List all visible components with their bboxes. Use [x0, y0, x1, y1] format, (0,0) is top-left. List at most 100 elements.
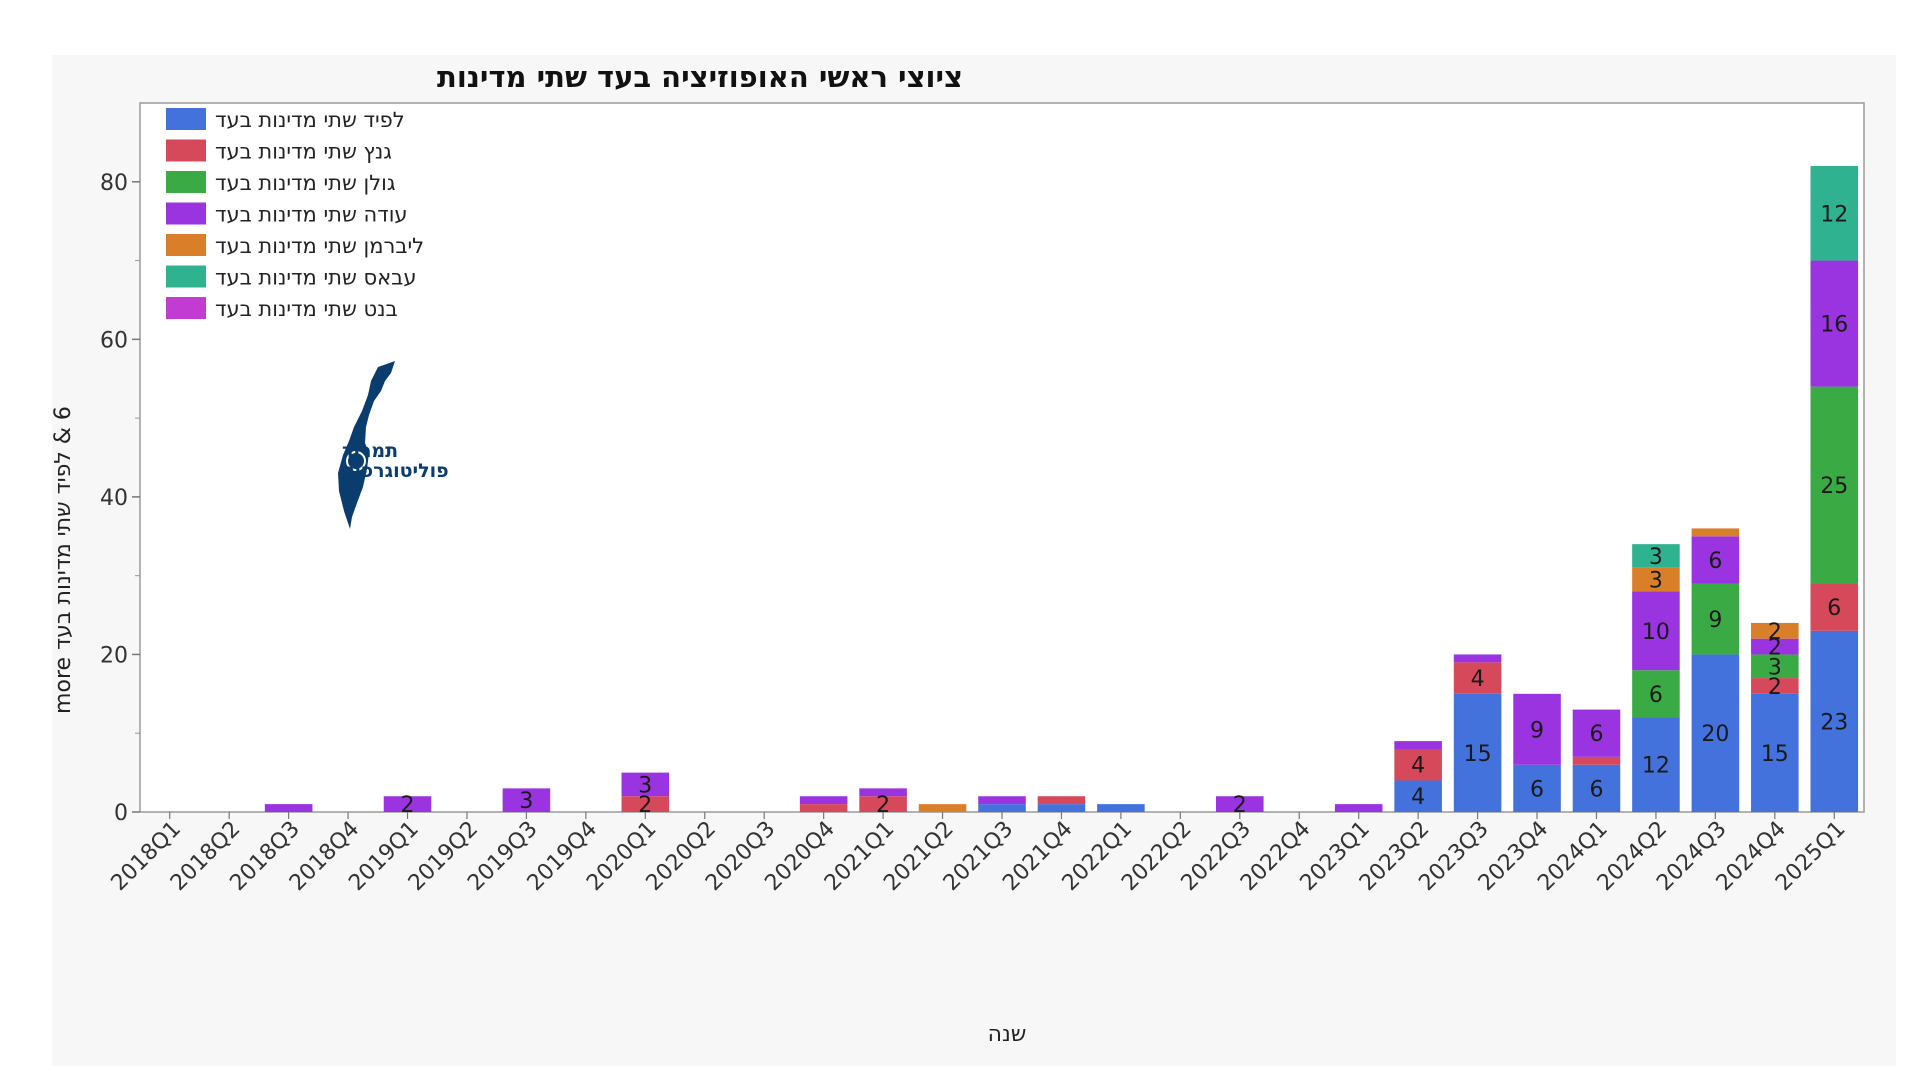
logo: תמרור פוליטוגרפיה — [338, 361, 449, 529]
bar-value-label: 6 — [1589, 722, 1603, 747]
legend-entry: גנץ שתי מדינות בעד — [215, 140, 392, 164]
bar-segment — [1453, 693, 1502, 812]
bar-value-label: 10 — [1642, 620, 1670, 645]
bar-value-label: 9 — [1708, 608, 1722, 633]
bar-value-label: 6 — [1530, 777, 1544, 802]
bar-segment — [1453, 662, 1502, 694]
bar-value-label: 2 — [1233, 793, 1247, 818]
bar-segment — [1632, 544, 1680, 568]
bars-group — [264, 166, 1859, 812]
bar-segment — [1810, 583, 1859, 631]
legend-swatch — [166, 234, 206, 256]
bar-value-label: 4 — [1411, 785, 1425, 810]
bar-segment — [799, 796, 848, 805]
bar-value-label: 2 — [876, 793, 890, 818]
bar-segment — [1394, 741, 1442, 749]
legend-entry: עודה שתי מדינות בעד — [215, 203, 408, 227]
legend-swatch — [166, 171, 206, 193]
y-axis-label: 6 & לפיד שתי מדינות בעד more — [52, 406, 76, 714]
bar-segment — [1037, 796, 1086, 805]
bar-segment — [1691, 536, 1740, 584]
chart-panel: ציוצי ראשי האופוזיציה בעד שתי מדינות 0 20… — [52, 55, 1896, 1066]
bar-value-label: 3 — [1649, 545, 1663, 570]
legend-swatch — [166, 265, 206, 288]
bar-value-label: 6 — [1589, 777, 1603, 802]
bar-segment — [1751, 638, 1799, 655]
legend-swatch — [166, 202, 206, 225]
bar-segment — [978, 804, 1026, 812]
legend-entry: גולן שתי מדינות בעד — [215, 171, 396, 195]
logo-emblem — [346, 451, 366, 471]
legend-swatch — [166, 139, 206, 162]
bar-segment — [1572, 756, 1621, 765]
y-tick-label: 0 — [114, 801, 128, 826]
bar-value-label: 3 — [638, 773, 652, 798]
legend-swatch — [166, 108, 206, 130]
bar-segment — [978, 796, 1026, 805]
chart-title: ציוצי ראשי האופוזיציה בעד שתי מדינות — [437, 60, 963, 94]
bar-segment — [859, 796, 907, 812]
bar-value-label: 2 — [1768, 620, 1782, 645]
bar-value-label: 3 — [519, 789, 533, 814]
plot-area — [139, 102, 1865, 813]
logo-line1: תמרור — [342, 440, 398, 462]
bar-value-label: 3 — [1768, 655, 1782, 680]
bar-segment — [1037, 804, 1086, 812]
bar-value-label: 2 — [401, 793, 415, 818]
bar-value-label: 23 — [1820, 710, 1848, 735]
bar-value-label: 16 — [1820, 313, 1848, 338]
bar-segment — [383, 796, 432, 812]
bar-segment — [1632, 717, 1680, 812]
bar-segment — [1513, 764, 1561, 812]
bar-segment — [1691, 583, 1740, 655]
bar-segment — [1632, 670, 1680, 718]
bar-value-label: 15 — [1464, 742, 1492, 767]
legend-entry: עבאס שתי מדינות בעד — [215, 266, 416, 290]
bar-segment — [799, 804, 848, 812]
y-tick-label: 40 — [100, 486, 128, 511]
bar-segment — [1751, 678, 1799, 694]
bar-segment — [621, 772, 670, 797]
bar-segment — [1751, 622, 1799, 639]
bar-segment — [1216, 796, 1264, 812]
bar-value-label: 4 — [1411, 754, 1425, 779]
bar-segment — [1810, 630, 1859, 812]
bar-segment — [1691, 528, 1740, 537]
bar-segment — [1453, 654, 1502, 663]
bar-value-label: 15 — [1761, 742, 1789, 767]
bar-segment — [1632, 567, 1680, 592]
bar-segment — [1097, 804, 1145, 812]
bar-segment — [1751, 693, 1799, 812]
legend-entry: לפיד שתי מדינות בעד — [215, 108, 405, 132]
bar-value-label: 6 — [1708, 549, 1722, 574]
bar-segment — [1394, 780, 1442, 812]
bar-value-label: 12 — [1820, 202, 1848, 227]
x-axis: 2018Q12018Q22018Q32018Q42019Q12019Q22019… — [107, 812, 1851, 896]
bar-value-label: 9 — [1530, 718, 1544, 743]
y-tick-label: 20 — [100, 643, 128, 668]
bar-segment — [264, 804, 313, 812]
bar-value-label: 20 — [1701, 722, 1729, 747]
bar-segment — [1810, 166, 1859, 261]
bar-segment — [621, 796, 670, 812]
bar-segment — [1513, 693, 1561, 765]
bar-value-label: 6 — [1649, 683, 1663, 708]
logo-line2: פוליטוגרפיה — [342, 460, 449, 482]
bar-segment — [1751, 654, 1799, 679]
bar-segment — [1691, 654, 1740, 812]
bar-segment — [1334, 804, 1383, 812]
bar-chart: ציוצי ראשי האופוזיציה בעד שתי מדינות 020… — [52, 60, 1865, 1047]
bar-segment — [1810, 386, 1859, 584]
bar-segment — [1572, 764, 1621, 812]
bar-value-label: 3 — [1649, 569, 1663, 594]
bar-segment — [1632, 591, 1680, 671]
legend: לפיד שתי מדינות בעד גנץ שתי מדינות בעד גול… — [166, 108, 424, 321]
bar-value-label: 12 — [1642, 754, 1670, 779]
bar-segment — [1572, 709, 1621, 757]
x-axis-label: שנה — [988, 1022, 1027, 1047]
bar-value-label: 25 — [1820, 474, 1848, 499]
y-tick-label: 60 — [100, 328, 128, 353]
bar-segment — [918, 804, 967, 812]
y-tick-label: 80 — [100, 171, 128, 196]
